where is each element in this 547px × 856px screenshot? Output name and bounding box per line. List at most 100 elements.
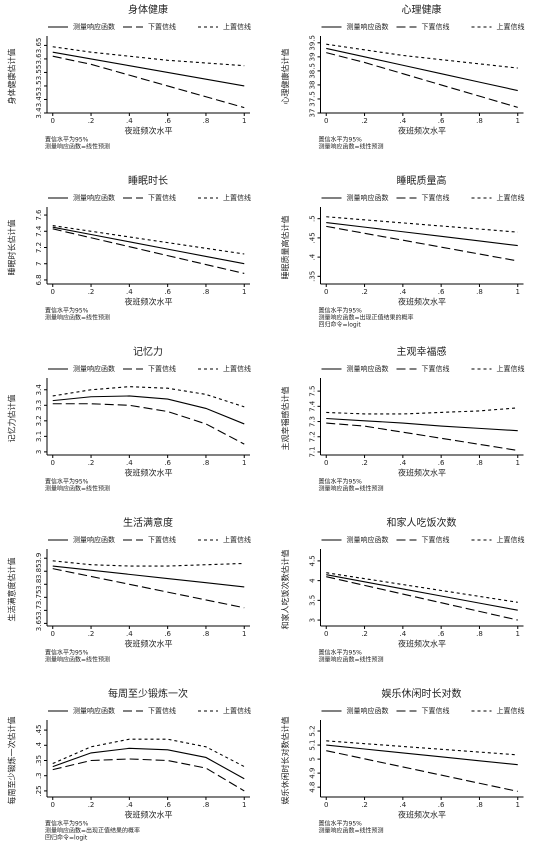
legend-label: 下置信线 [422,193,450,202]
x-tick-label: 0 [51,459,55,467]
y-tick-label: .4 [35,741,43,748]
note: 置信水平为95% [319,649,363,657]
legend-label: 上置信线 [497,22,525,31]
chart-title: 生活满意度 [123,516,173,529]
y-tick-label: 39.5 [309,35,317,51]
series-line [52,560,245,567]
legend-label: 上置信线 [223,193,251,202]
x-axis-title: 夜班频次水平 [125,468,173,478]
x-tick-label: .8 [203,801,210,809]
x-tick-label: .4 [400,630,407,638]
legend-label: 下置信线 [422,706,450,715]
x-tick-label: 0 [324,288,328,296]
x-tick-label: .8 [203,117,210,125]
y-tick-label: 3.4 [35,384,43,396]
series-line [326,572,518,603]
y-tick-label: 7.4 [309,400,317,412]
series-line [52,226,245,265]
chart-title: 主观幸福感 [397,345,447,358]
y-tick-label: 4 [309,578,317,583]
y-tick-label: 3.8 [35,579,43,590]
note: 置信水平为95% [45,478,89,486]
series-line [52,55,245,109]
y-tick-label: 3.5 [309,595,317,606]
legend-label: 下置信线 [422,364,450,373]
legend-label: 下置信线 [148,22,176,31]
x-tick-label: .6 [164,117,171,125]
x-tick-label: .4 [400,117,407,125]
x-tick-label: .2 [88,630,95,638]
legend-label: 测量响应函数 [347,364,389,373]
y-tick-label: .25 [35,785,43,796]
y-tick-label: 3 [35,450,43,454]
y-axis-title: 娱乐休闲时长对数估计值 [280,717,290,805]
series-line [326,43,518,69]
legend-label: 下置信线 [148,193,176,202]
x-tick-label: .2 [361,459,368,467]
series-line [326,225,518,262]
x-tick-label: .6 [164,630,171,638]
x-tick-label: .6 [438,117,445,125]
series-line [326,47,518,92]
y-axis-title: 睡眠时长估计值 [7,220,17,276]
x-tick-label: .2 [88,459,95,467]
legend-label: 下置信线 [148,706,176,715]
x-tick-label: .4 [400,801,407,809]
note: 测量响应函数=出现正值结果的概率 [319,314,414,322]
chart-title: 和家人吃饭次数 [387,516,457,529]
chart-title: 每周至少锻炼一次 [108,687,188,700]
y-tick-label: .45 [35,725,43,736]
y-tick-label: 7.2 [309,431,317,442]
legend-label: 测量响应函数 [347,22,389,31]
x-axis-title: 夜班频次水平 [398,639,446,649]
legend-label: 测量响应函数 [347,535,389,544]
x-tick-label: .8 [203,459,210,467]
y-tick-label: 3.65 [35,38,43,54]
y-axis-title: 每周至少锻炼一次估计值 [7,717,17,805]
x-tick-label: .2 [88,801,95,809]
series-line [52,568,245,609]
y-tick-label: 3.55 [35,65,43,81]
y-axis-title: 记忆力估计值 [7,395,17,443]
y-tick-label: 7.6 [35,209,43,221]
legend-label: 测量响应函数 [73,22,115,31]
y-tick-label: 3.4 [35,107,43,119]
legend-label: 上置信线 [497,364,525,373]
legend-label: 上置信线 [223,364,251,373]
y-tick-label: 3.75 [35,590,43,606]
y-tick-label: 38.5 [309,63,317,79]
x-tick-label: .8 [476,459,483,467]
note: 置信水平为95% [319,478,363,486]
x-tick-label: .8 [476,630,483,638]
series-line [326,216,518,233]
y-tick-label: 37 [309,109,317,118]
series-line [326,407,518,415]
y-axis-title: 心理健康估计值 [280,49,290,105]
note: 置信水平为95% [319,820,363,828]
y-tick-label: 5.1 [309,739,317,750]
y-tick-label: 3 [309,618,317,622]
x-tick-label: 1 [242,288,246,296]
series-line [326,221,518,247]
x-tick-label: 1 [242,459,246,467]
series-line [52,758,245,792]
x-tick-label: 0 [324,801,328,809]
y-tick-label: 3.5 [35,80,43,91]
x-tick-label: .4 [400,288,407,296]
x-tick-label: .6 [164,459,171,467]
series-line [326,740,518,756]
x-tick-label: 1 [516,630,520,638]
x-tick-label: 0 [51,117,55,125]
series-line [52,565,245,588]
x-tick-label: 0 [51,630,55,638]
y-tick-label: 3.7 [35,605,43,616]
legend-label: 下置信线 [422,535,450,544]
note: 置信水平为95% [45,136,89,144]
y-tick-label: 7.1 [309,446,317,457]
y-tick-label: 4.9 [309,768,317,779]
